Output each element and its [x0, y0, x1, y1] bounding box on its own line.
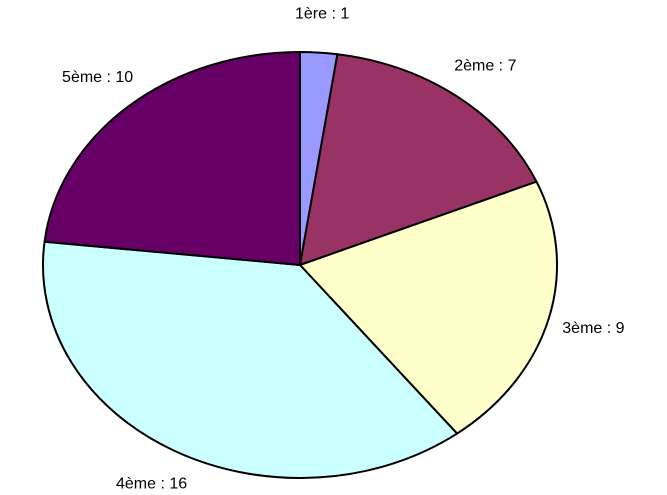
pie-slice: [43, 50, 301, 267]
pie-slice: [298, 53, 538, 267]
slice-label: 4ème : 16: [116, 475, 187, 492]
slice-label: 2ème : 7: [454, 57, 516, 74]
slice-label: 1ère : 1: [295, 6, 349, 23]
pie-slice: [298, 180, 558, 435]
slice-label: 5ème : 10: [62, 69, 133, 86]
pie-slice: [42, 240, 459, 479]
slice-label: 3ème : 9: [562, 320, 624, 337]
